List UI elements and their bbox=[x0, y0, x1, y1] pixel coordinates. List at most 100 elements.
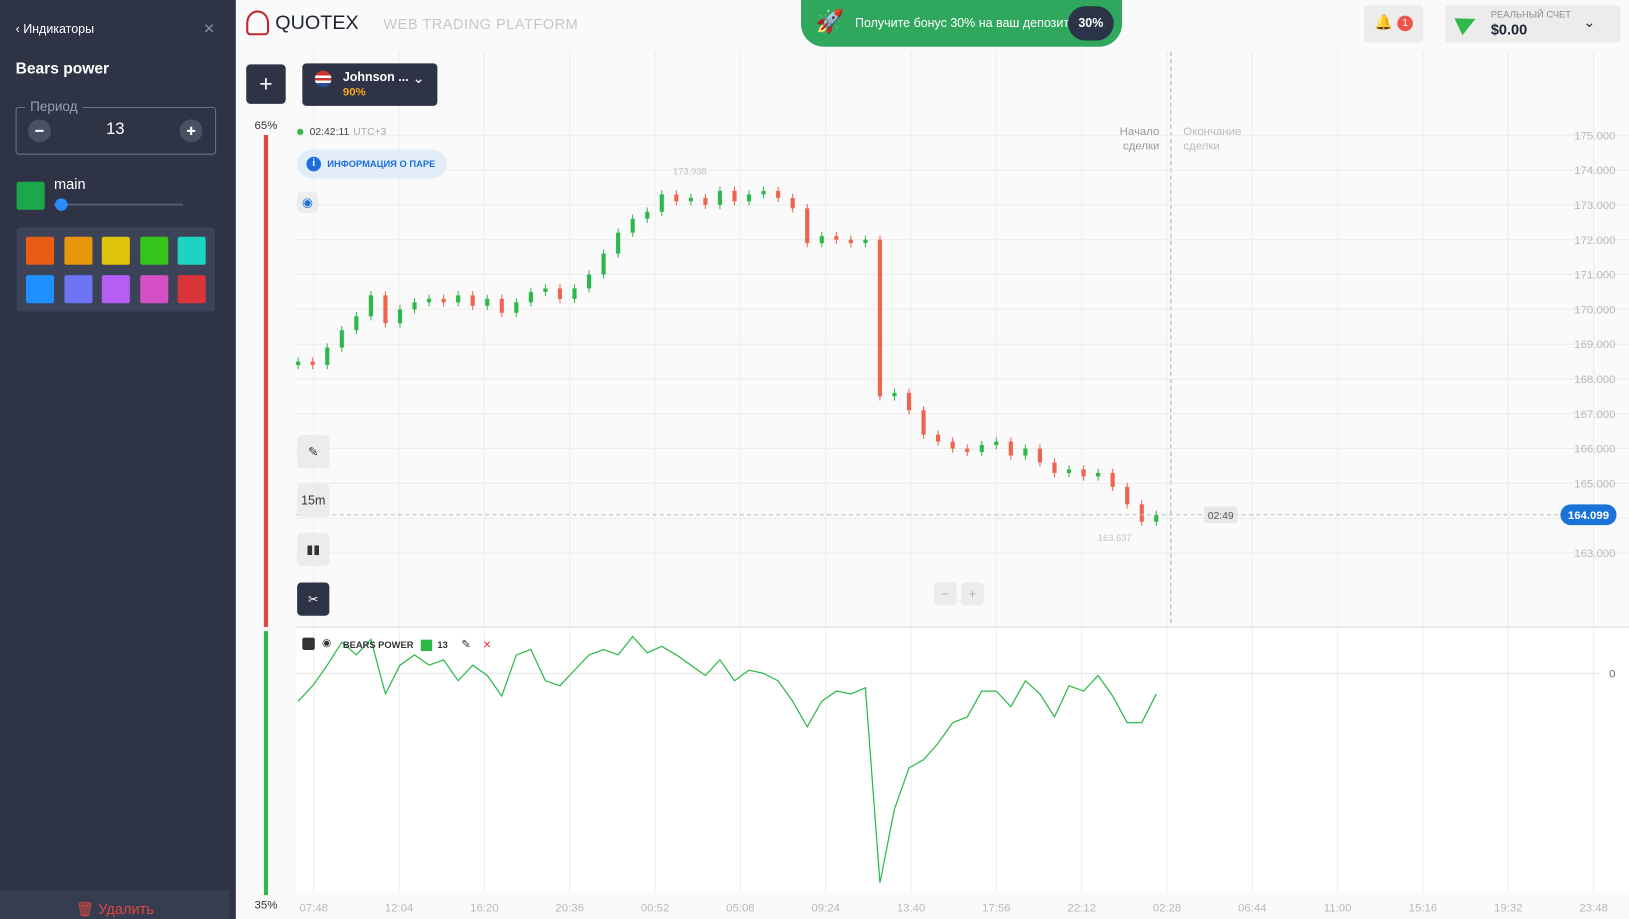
candle bbox=[1110, 472, 1115, 487]
candle bbox=[426, 298, 432, 303]
x-tick-label: 22:12 bbox=[1067, 903, 1096, 915]
palette-swatch[interactable] bbox=[178, 275, 207, 304]
palette-swatch[interactable] bbox=[102, 275, 131, 304]
collapse-button[interactable] bbox=[302, 637, 315, 651]
remove-button[interactable]: × bbox=[483, 636, 491, 653]
palette bbox=[16, 227, 216, 312]
indicator-pane bbox=[296, 628, 1629, 894]
candle bbox=[1096, 472, 1101, 477]
palette-swatch[interactable] bbox=[25, 275, 55, 304]
palette-swatch[interactable] bbox=[25, 236, 55, 265]
draw-button[interactable]: ✎ bbox=[297, 435, 330, 469]
info-icon: i bbox=[306, 156, 322, 172]
pair-info-button[interactable]: i ИНФОРМАЦИЯ О ПАРЕ bbox=[297, 149, 447, 179]
candle bbox=[1125, 486, 1130, 505]
y-tick-label: 166.000 bbox=[1574, 444, 1615, 456]
palette-swatch[interactable] bbox=[140, 275, 169, 304]
candle bbox=[397, 309, 403, 324]
countdown-box bbox=[1204, 506, 1238, 524]
x-tick-label: 00:52 bbox=[641, 903, 670, 915]
notification-count: 1 bbox=[1397, 15, 1413, 32]
sentiment-top: 65% bbox=[255, 120, 278, 132]
price-tag bbox=[1560, 504, 1617, 526]
back-label: Индикаторы bbox=[23, 21, 95, 37]
tools-button[interactable]: ✂ bbox=[297, 582, 330, 616]
y-tick-label: 171.000 bbox=[1574, 270, 1615, 282]
x-tick-label: 23:48 bbox=[1579, 903, 1608, 915]
increment-button[interactable] bbox=[179, 119, 203, 143]
account-label: РЕАЛЬНЫЙ СЧЕТ bbox=[1490, 9, 1571, 20]
balance: $0.00 bbox=[1490, 20, 1528, 38]
palette-swatch[interactable] bbox=[102, 236, 131, 265]
account-button[interactable]: РЕАЛЬНЫЙ СЧЕТ $0.00 ⌄ bbox=[1445, 5, 1621, 43]
palette-swatch[interactable] bbox=[63, 275, 93, 304]
candle bbox=[659, 194, 664, 212]
low-label: 163.637 bbox=[1098, 533, 1132, 543]
candle bbox=[921, 410, 926, 435]
y-tick-label: 170.000 bbox=[1574, 304, 1615, 316]
slider-knob[interactable] bbox=[55, 198, 68, 211]
candle bbox=[703, 197, 708, 205]
palette-swatch[interactable] bbox=[178, 236, 207, 265]
x-tick-label: 07:48 bbox=[299, 903, 328, 915]
candle bbox=[310, 361, 315, 365]
back-button[interactable]: ‹ Индикаторы bbox=[15, 21, 95, 37]
candle bbox=[630, 218, 635, 233]
indicator-title: Bears power bbox=[15, 60, 110, 78]
candle bbox=[441, 298, 446, 303]
y-tick-label: 169.000 bbox=[1574, 339, 1615, 351]
add-chart-button[interactable]: + bbox=[246, 64, 286, 104]
flag-icon bbox=[314, 70, 332, 88]
server-time: 02:42:11 bbox=[309, 126, 350, 139]
status-dot bbox=[297, 128, 304, 135]
visibility-button[interactable]: ◉ bbox=[297, 192, 318, 213]
color-swatch[interactable] bbox=[16, 181, 45, 210]
candle bbox=[528, 291, 533, 303]
candle bbox=[543, 288, 548, 292]
candle bbox=[1008, 441, 1013, 456]
candle bbox=[877, 239, 883, 397]
palette-swatch[interactable] bbox=[140, 236, 169, 265]
decrement-button[interactable] bbox=[28, 119, 51, 143]
color-name: main bbox=[54, 175, 86, 193]
logo-icon bbox=[246, 10, 270, 36]
slider-track[interactable] bbox=[54, 203, 183, 206]
chevron: ⌄ bbox=[412, 69, 425, 87]
delete-button[interactable]: 🗑 Удалить bbox=[0, 889, 230, 919]
y-tick-label: 165.000 bbox=[1574, 479, 1615, 491]
visibility-icon[interactable]: ◉ bbox=[322, 637, 332, 650]
timeframe-button[interactable]: 15m bbox=[297, 483, 330, 518]
edit-button[interactable]: ✎ bbox=[461, 638, 471, 652]
chart-type-button[interactable]: ▮▮ bbox=[297, 532, 330, 566]
timezone: UTC+3 bbox=[353, 126, 387, 139]
indicator-line bbox=[297, 635, 1157, 883]
zoom-in-button[interactable]: + bbox=[960, 582, 984, 606]
candle bbox=[514, 302, 519, 313]
period-value[interactable]: 13 bbox=[106, 120, 125, 139]
candle bbox=[805, 208, 810, 244]
bonus-banner[interactable]: 🚀 Получите бонус 30% на ваш депозит 30% bbox=[800, 0, 1123, 47]
candle bbox=[470, 295, 475, 306]
candle bbox=[412, 302, 417, 310]
candle bbox=[732, 190, 737, 202]
zoom-out-button[interactable]: − bbox=[933, 582, 957, 606]
candle bbox=[863, 239, 868, 244]
candle bbox=[819, 236, 824, 244]
logo[interactable]: QUOTEX bbox=[275, 12, 359, 35]
candle bbox=[499, 298, 504, 313]
candle bbox=[717, 190, 723, 205]
bell-icon: 🔔 bbox=[1374, 13, 1393, 31]
palette-swatch[interactable] bbox=[63, 236, 93, 265]
candle bbox=[557, 288, 563, 299]
asset-selector[interactable]: Johnson ... 90% ⌄ bbox=[302, 63, 438, 106]
close-icon[interactable]: × bbox=[203, 17, 215, 39]
candle bbox=[586, 274, 592, 289]
candle bbox=[456, 295, 461, 303]
notifications-button[interactable]: 🔔 1 bbox=[1364, 5, 1424, 43]
candle bbox=[572, 288, 577, 299]
candle bbox=[688, 197, 693, 202]
candle bbox=[950, 441, 955, 449]
candle bbox=[848, 239, 853, 244]
